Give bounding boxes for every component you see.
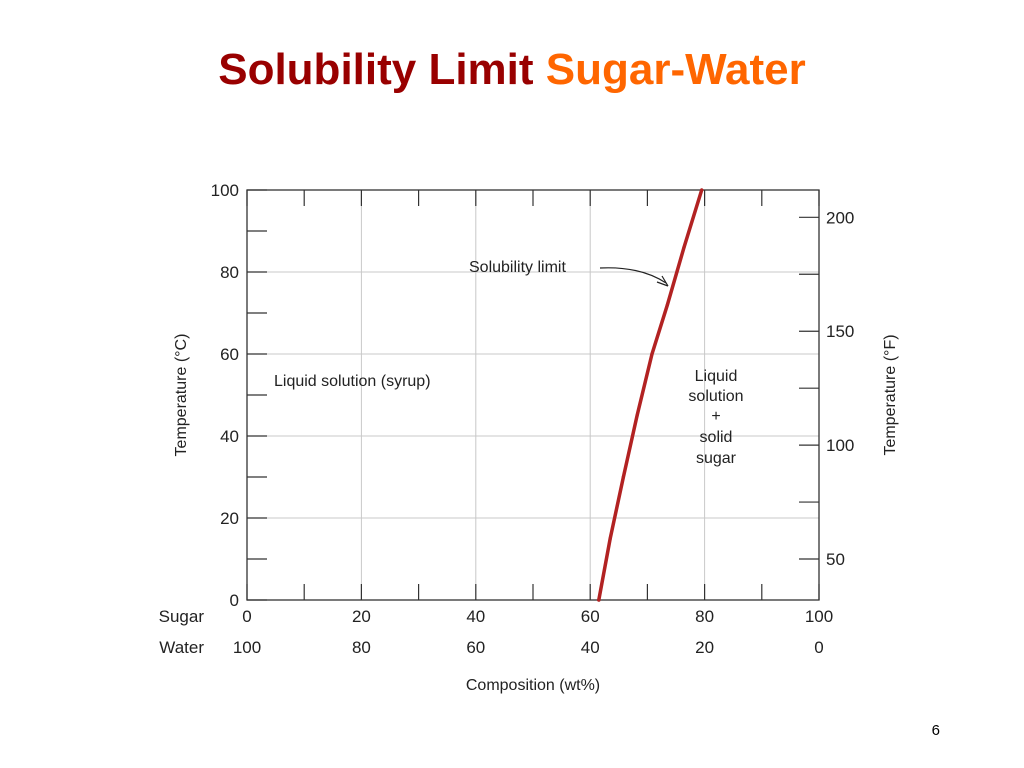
two-phase-label-line-5: sugar	[696, 450, 737, 467]
curve-point	[700, 188, 704, 192]
two-phase-label-line-3: +	[711, 408, 720, 425]
solubility-limit-arrow	[599, 267, 667, 284]
y2-tick-label: 100	[826, 436, 854, 455]
solubility-limit-arrowhead	[656, 275, 669, 287]
liquid-region-label: Liquid solution (syrup)	[274, 373, 431, 390]
curve-point	[635, 413, 639, 418]
x-tick-label-water: 100	[233, 638, 261, 657]
x-tick-label-water: 20	[695, 638, 714, 657]
x-tick-label-sugar: 0	[242, 607, 251, 626]
y-tick-label: 40	[220, 427, 239, 446]
solubility-limit-label: Solubility limit	[469, 259, 566, 276]
y2-tick-label: 150	[826, 322, 854, 341]
curve-point	[650, 352, 654, 356]
title-main: Solubility Limit	[218, 45, 534, 94]
y2-tick-label: 200	[826, 208, 854, 227]
curve-layer	[597, 188, 704, 602]
x-tick-label-sugar: 20	[352, 607, 371, 626]
slide-title: Solubility Limit Sugar-Water	[0, 45, 1024, 94]
solubility-curve	[597, 188, 704, 602]
page-number: 6	[931, 722, 940, 739]
two-phase-label-line-2: solution	[688, 388, 743, 405]
curve-point	[608, 536, 612, 541]
x-row-label-sugar: Sugar	[159, 607, 205, 626]
x-axis-title: Composition (wt%)	[466, 677, 600, 694]
x-tick-label-water: 40	[581, 638, 600, 657]
tick-marks	[246, 189, 820, 601]
y-tick-label: 60	[220, 345, 239, 364]
x-row-label-water: Water	[159, 638, 204, 657]
x-tick-label-sugar: 100	[805, 607, 833, 626]
x-tick-label-water: 60	[466, 638, 485, 657]
x-tick-label-sugar: 40	[466, 607, 485, 626]
x-tick-label-sugar: 60	[581, 607, 600, 626]
y-tick-label: 0	[230, 591, 239, 610]
two-phase-label-line-1: Liquid	[695, 368, 738, 385]
curve-point	[665, 303, 670, 307]
x-tick-label-water: 0	[814, 638, 823, 657]
y2-tick-label: 50	[826, 550, 845, 569]
x-tick-label-sugar: 80	[695, 607, 714, 626]
curve-point	[597, 598, 601, 602]
y2-axis-title: Temperature (°F)	[882, 334, 899, 455]
curve-point	[682, 245, 686, 249]
x-tick-label-water: 80	[352, 638, 371, 657]
y-tick-label: 20	[220, 509, 239, 528]
grid-layer	[247, 190, 819, 600]
tick-labels: 0100208040606040802010000204060801005010…	[211, 181, 855, 657]
y-tick-label: 80	[220, 263, 239, 282]
title-accent: Sugar-Water	[545, 45, 806, 94]
y-tick-label: 100	[211, 181, 239, 200]
y-axis-title: Temperature (°C)	[173, 334, 190, 457]
curve-point	[621, 475, 625, 479]
two-phase-label-line-4: solid	[700, 429, 733, 446]
